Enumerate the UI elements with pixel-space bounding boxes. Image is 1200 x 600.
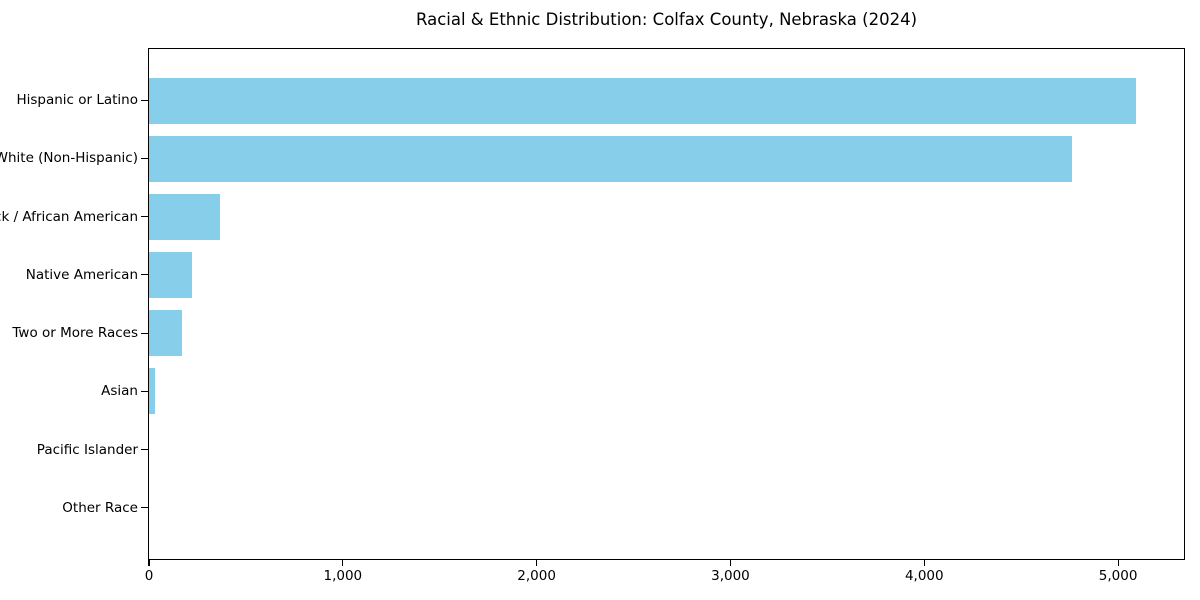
x-tick-label: 0 [144,568,154,584]
x-tick-label: 4,000 [904,568,944,584]
x-tick-mark [536,560,538,566]
bars-container [149,49,1184,559]
x-tick-label: 3,000 [711,568,750,584]
y-tick-row [141,479,148,537]
y-tick-label-native-american: Native American [25,266,138,283]
x-tick-mark [342,560,344,566]
y-tick-mark [141,332,148,334]
x-tick-mark [923,560,925,566]
x-axis: 0 1,000 2,000 3,000 4,000 5,000 [0,560,1200,598]
chart-title: Racial & Ethnic Distribution: Colfax Cou… [415,10,918,29]
y-tick-row [141,188,148,246]
x-tick-label: 1,000 [323,568,363,584]
y-tick-row [141,71,148,129]
y-tick-row [141,362,148,420]
bar-black-african-american [149,194,220,240]
y-tick-label-asian: Asian [101,383,138,400]
bar-hispanic-or-latino [149,78,1136,124]
x-tick-label: 5,000 [1098,568,1138,584]
y-tick-label-white-non-hispanic: White (Non-Hispanic) [0,150,138,167]
bar-row [149,72,1184,130]
y-tick-row [141,421,148,479]
x-tick-mark [1117,560,1119,566]
x-tick-label: 2,000 [517,568,556,584]
y-tick-row [141,246,148,304]
y-tick-mark [141,157,148,159]
y-tick-mark [141,449,148,451]
y-tick-row [141,129,148,187]
y-tick-label-other-race: Other Race [62,499,138,516]
y-tick-mark [141,216,148,218]
y-axis-tick-marks [141,48,148,560]
y-tick-label-pacific-islander: Pacific Islander [36,441,138,458]
y-tick-row [141,304,148,362]
bar-white-non-hispanic [149,136,1072,182]
y-tick-mark [141,274,148,276]
bar-row [149,130,1184,188]
y-tick-label-two-or-more-races: Two or More Races [12,325,138,342]
bar-native-american [149,252,192,298]
bar-row [149,246,1184,304]
y-tick-label-black-african-american: Black / African American [0,208,138,225]
y-tick-mark [141,390,148,392]
bar-row [149,362,1184,420]
bar-row [149,304,1184,362]
bar-row [149,478,1184,536]
bar-two-or-more-races [149,310,182,356]
bar-row [149,420,1184,478]
x-tick-mark [148,560,150,566]
plot-area [148,48,1185,560]
y-axis-labels: Hispanic or Latino White (Non-Hispanic) Bl… [0,48,138,560]
y-tick-label-hispanic-or-latino: Hispanic or Latino [16,92,138,109]
bar-asian [149,368,155,414]
y-tick-mark [141,99,148,101]
x-tick-mark [729,560,732,566]
y-tick-mark [141,507,148,509]
bar-row [149,188,1184,246]
